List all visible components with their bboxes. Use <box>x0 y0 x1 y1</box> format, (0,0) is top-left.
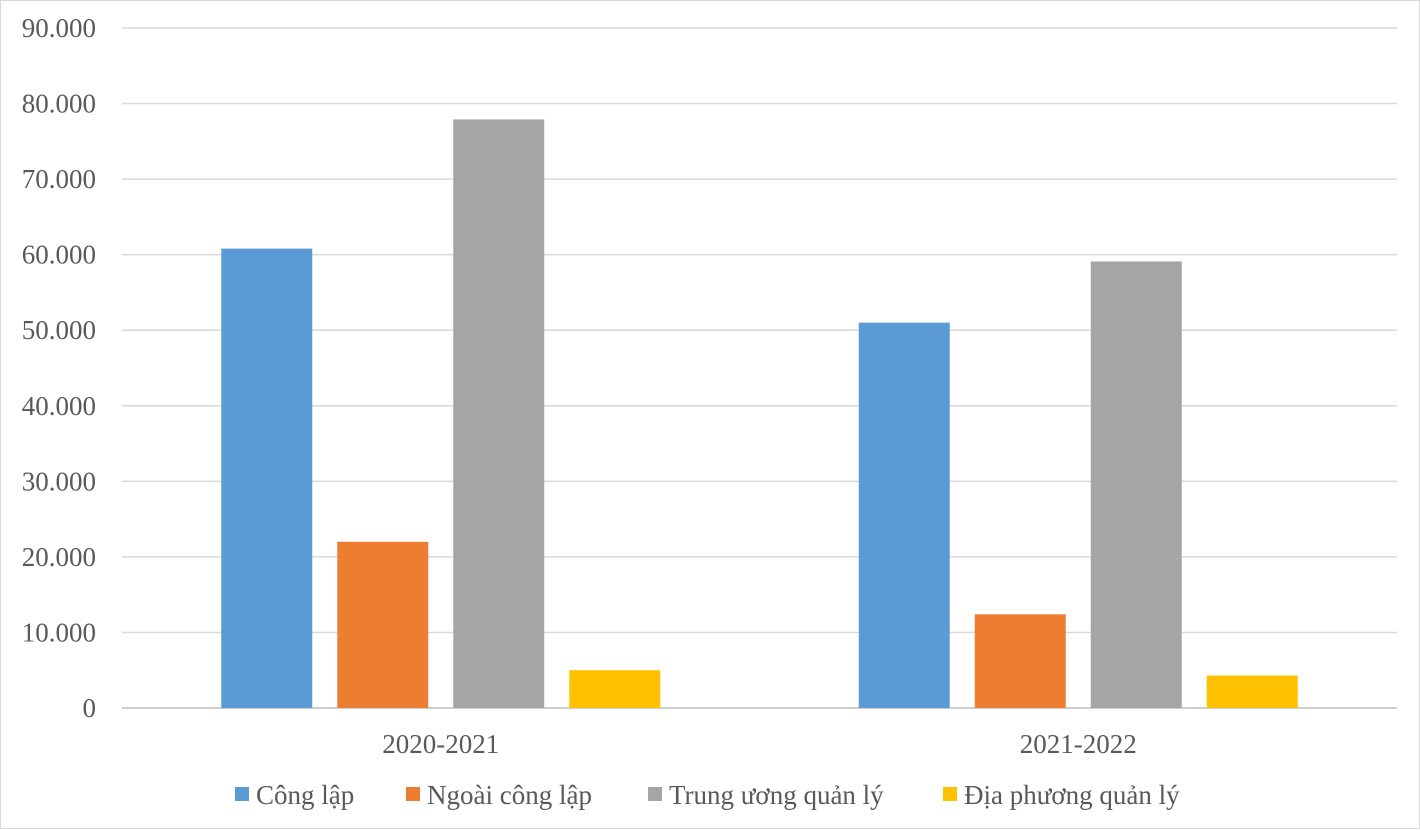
y-tick-label: 40.000 <box>22 391 96 421</box>
legend-label: Công lập <box>256 780 354 810</box>
bars <box>221 119 1298 708</box>
x-category-label: 2020-2021 <box>382 729 499 759</box>
y-tick-label: 80.000 <box>22 89 96 119</box>
gridlines <box>122 27 1397 709</box>
bar-trung-ương-quản-lý-2021-2022 <box>1090 261 1182 708</box>
x-axis-categories: 2020-2021 2021-2022 <box>382 729 1137 759</box>
legend-swatch <box>648 787 662 801</box>
legend-label: Địa phương quản lý <box>964 780 1180 810</box>
legend-swatch <box>406 787 420 801</box>
legend-label: Trung ương quản lý <box>669 780 884 810</box>
bar-địa-phương-quản-lý-2021-2022 <box>1206 675 1298 708</box>
y-tick-label: 30.000 <box>22 466 96 496</box>
bar-công-lập-2021-2022 <box>858 322 950 708</box>
y-axis-ticks: 0 10.000 20.000 30.000 40.000 50.000 60.000 70.… <box>22 13 96 723</box>
bar-ngoài-công-lập-2020-2021 <box>337 541 429 708</box>
y-tick-label: 0 <box>83 693 97 723</box>
bar-trung-ương-quản-lý-2020-2021 <box>453 119 545 708</box>
y-tick-label: 70.000 <box>22 164 96 194</box>
y-tick-label: 60.000 <box>22 240 96 270</box>
bar-ngoài-công-lập-2021-2022 <box>974 614 1066 708</box>
x-category-label: 2021-2022 <box>1020 729 1137 759</box>
y-tick-label: 10.000 <box>22 617 96 647</box>
y-tick-label: 50.000 <box>22 315 96 345</box>
bar-công-lập-2020-2021 <box>221 248 313 708</box>
legend-swatch <box>235 787 249 801</box>
y-tick-label: 20.000 <box>22 542 96 572</box>
legend-label: Ngoài công lập <box>427 780 592 810</box>
y-tick-label: 90.000 <box>22 13 96 43</box>
legend: Công lập Ngoài công lập Trung ương quản lý… <box>235 780 1180 810</box>
bar-địa-phương-quản-lý-2020-2021 <box>569 670 661 708</box>
legend-swatch <box>943 787 957 801</box>
